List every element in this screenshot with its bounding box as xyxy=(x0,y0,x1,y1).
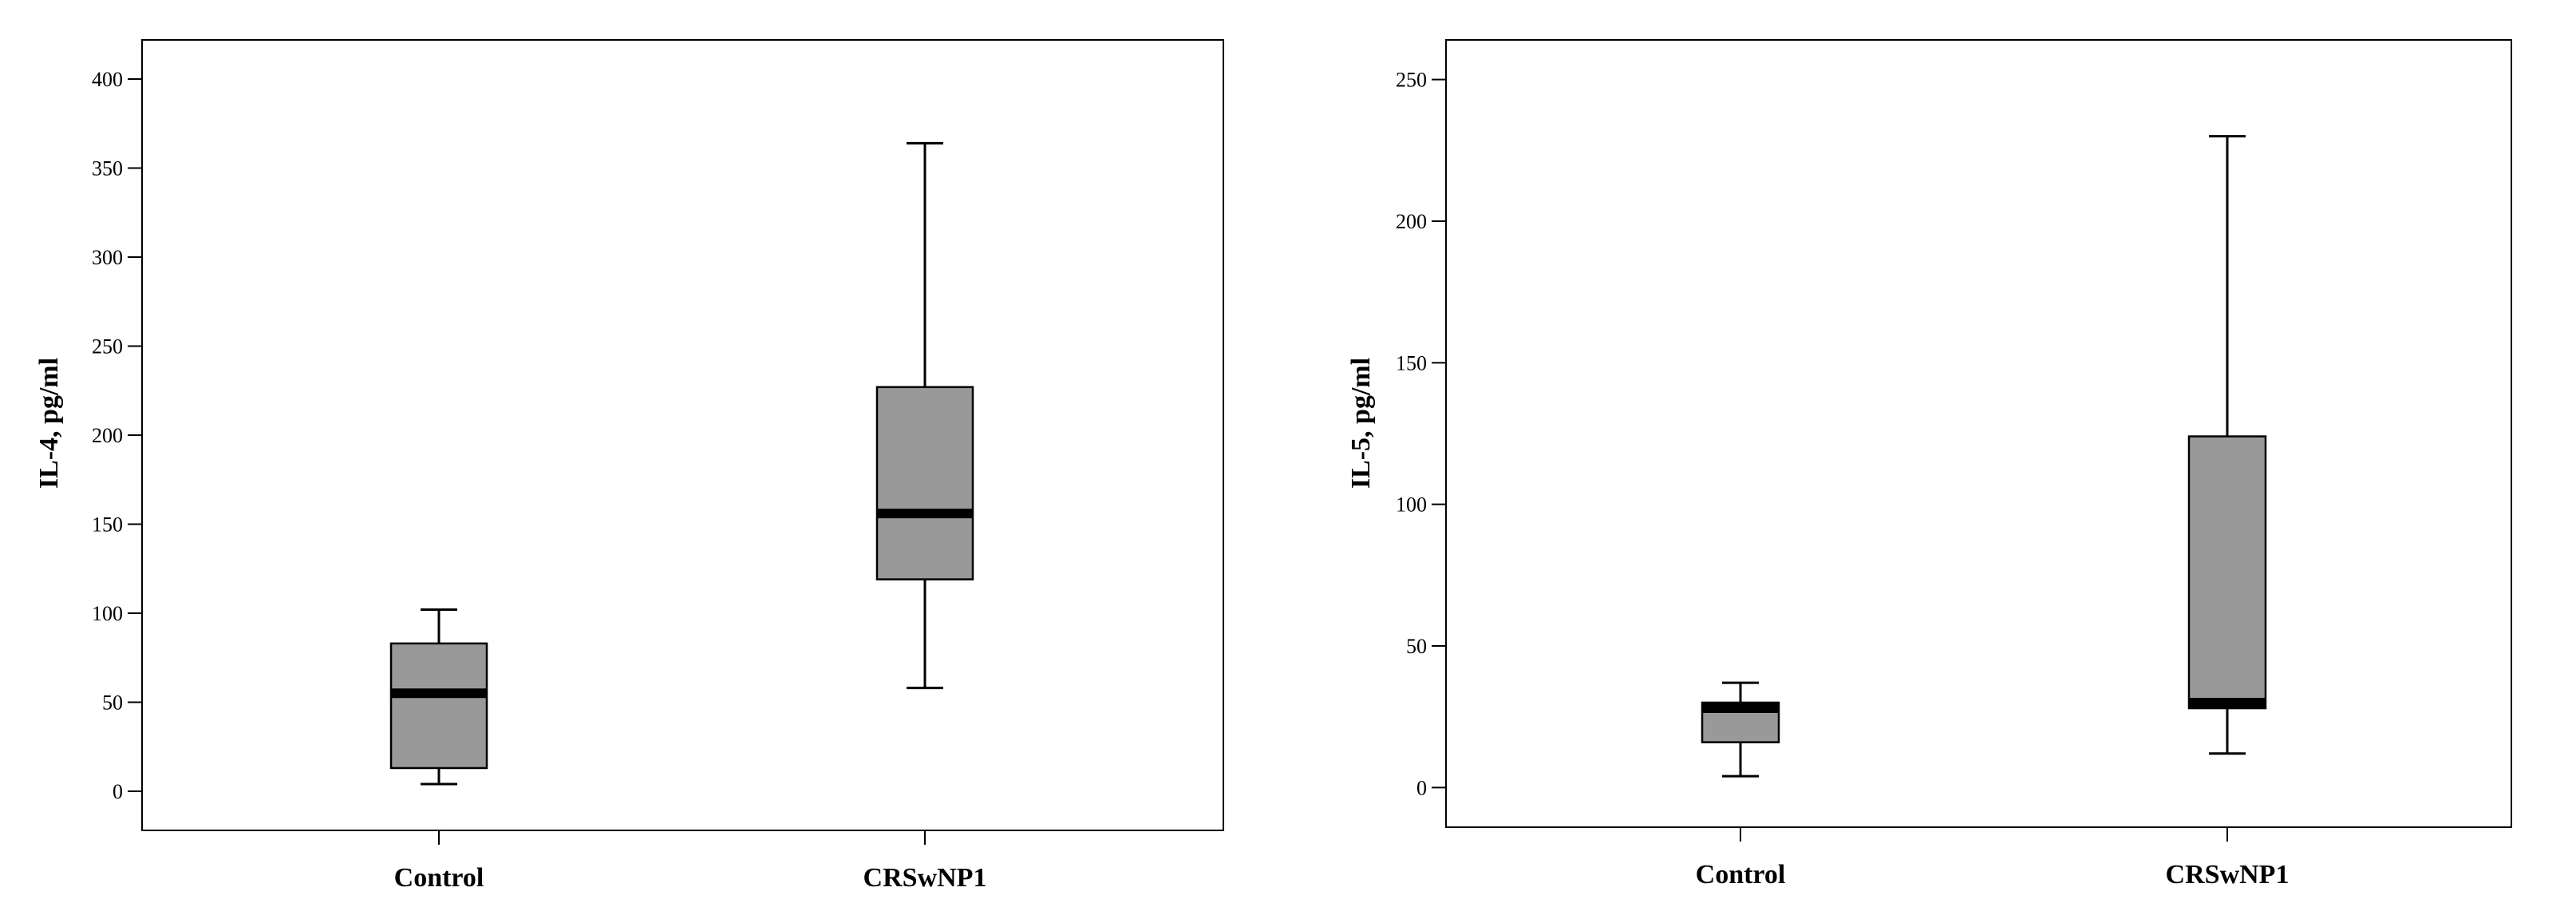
y-axis-title: IL-4, pg/ml xyxy=(34,358,64,489)
y-tick-label: 0 xyxy=(113,780,123,803)
y-tick-label: 150 xyxy=(1396,351,1427,374)
y-tick-label: 300 xyxy=(92,246,123,269)
il5-boxplot-chart: IL-5, pg/ml 0 50 100 150 200 250 Control CRSwNP… xyxy=(1346,39,2512,889)
y-tick-label: 400 xyxy=(92,68,123,91)
y-tick-label: 100 xyxy=(92,602,123,625)
y-tick-label: 150 xyxy=(92,513,123,536)
plot-frame xyxy=(141,39,1224,831)
il4-boxplot-panel: IL-4, pg/ml 0 50 100 150 200 250 300 350 400 Cont… xyxy=(34,39,1224,893)
y-tick-label: 350 xyxy=(92,157,123,180)
il4-boxplot-chart: IL-4, pg/ml 0 50 100 150 200 250 300 350 400 Cont… xyxy=(34,39,1224,893)
y-tick-label: 50 xyxy=(102,691,123,714)
y-tick-label: 200 xyxy=(92,424,123,447)
x-category-label: Control xyxy=(394,863,484,893)
x-category-label: CRSwNP1 xyxy=(863,863,987,893)
y-tick-label: 0 xyxy=(1416,776,1427,799)
box-iqr xyxy=(389,642,488,770)
y-tick-label: 250 xyxy=(1396,69,1427,92)
y-tick-label: 250 xyxy=(92,335,123,359)
il5-boxplot-panel: IL-5, pg/ml 0 50 100 150 200 250 Control CRSwNP… xyxy=(1288,0,2576,923)
plot-frame xyxy=(1445,39,2512,828)
y-tick-label: 50 xyxy=(1406,635,1427,658)
y-axis-title: IL-5, pg/ml xyxy=(1346,358,1376,489)
box-iqr xyxy=(2187,435,2267,710)
y-tick-label: 200 xyxy=(1396,210,1427,233)
box-iqr xyxy=(875,386,974,580)
x-category-label: CRSwNP1 xyxy=(2166,860,2290,889)
y-tick-label: 100 xyxy=(1396,493,1427,517)
x-category-label: Control xyxy=(1696,860,1786,889)
